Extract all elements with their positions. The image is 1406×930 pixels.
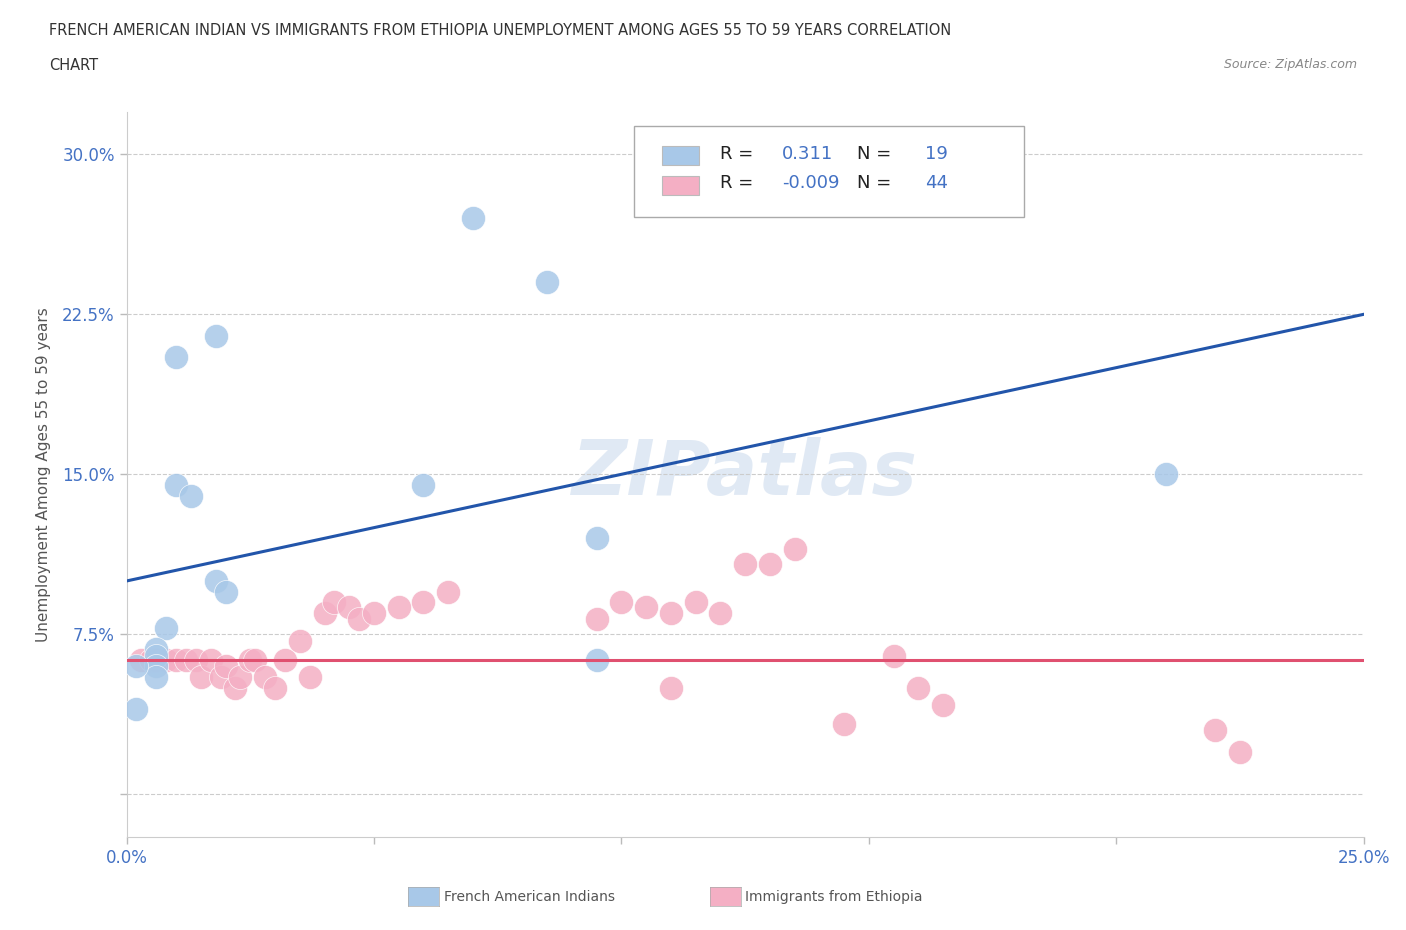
Point [1229, 744, 1251, 759]
Point [274, 653, 297, 668]
Point [209, 670, 232, 684]
Point [125, 658, 148, 673]
Point [254, 670, 277, 684]
Point [883, 648, 905, 663]
Point [184, 653, 207, 668]
Text: N =: N = [856, 145, 897, 163]
Point [907, 680, 929, 695]
Point [610, 595, 633, 610]
Point [298, 670, 321, 684]
Point [165, 350, 187, 365]
Point [536, 275, 558, 290]
Point [214, 658, 236, 673]
Point [437, 584, 460, 599]
Point [190, 670, 212, 684]
Point [636, 599, 658, 614]
Point [685, 595, 707, 610]
Point [145, 642, 167, 657]
Point [347, 612, 370, 627]
Point [239, 653, 262, 668]
Point [165, 653, 187, 668]
Point [323, 595, 346, 610]
Text: French American Indians: French American Indians [444, 889, 616, 904]
Point [264, 680, 287, 695]
Point [659, 680, 682, 695]
Point [461, 211, 484, 226]
Point [585, 612, 607, 627]
Point [412, 477, 434, 492]
Point [585, 653, 607, 668]
Point [229, 670, 252, 684]
Point [1154, 467, 1177, 482]
Point [141, 653, 163, 668]
Text: FRENCH AMERICAN INDIAN VS IMMIGRANTS FROM ETHIOPIA UNEMPLOYMENT AMONG AGES 55 TO: FRENCH AMERICAN INDIAN VS IMMIGRANTS FRO… [49, 23, 952, 38]
Point [709, 605, 731, 620]
Point [180, 488, 202, 503]
FancyBboxPatch shape [662, 146, 699, 165]
Point [585, 531, 607, 546]
FancyBboxPatch shape [662, 176, 699, 195]
Point [245, 653, 267, 668]
Point [165, 477, 187, 492]
Point [224, 680, 246, 695]
Text: -0.009: -0.009 [782, 174, 839, 192]
Point [314, 605, 336, 620]
Point [125, 701, 148, 716]
Point [832, 716, 855, 731]
Point [412, 595, 434, 610]
Point [145, 648, 167, 663]
Text: N =: N = [856, 174, 897, 192]
Point [155, 620, 177, 635]
Point [155, 653, 177, 668]
Text: 0.311: 0.311 [782, 145, 834, 163]
Point [734, 556, 756, 571]
Point [388, 599, 411, 614]
Point [131, 653, 153, 668]
Text: CHART: CHART [49, 58, 98, 73]
Y-axis label: Unemployment Among Ages 55 to 59 years: Unemployment Among Ages 55 to 59 years [37, 307, 51, 642]
Point [759, 556, 782, 571]
Point [204, 574, 226, 589]
Point [214, 584, 236, 599]
Point [200, 653, 222, 668]
Point [145, 658, 167, 673]
Point [204, 328, 226, 343]
Text: Immigrants from Ethiopia: Immigrants from Ethiopia [745, 889, 922, 904]
Point [783, 541, 806, 556]
Text: Source: ZipAtlas.com: Source: ZipAtlas.com [1223, 58, 1357, 71]
Point [1204, 723, 1226, 737]
Point [932, 698, 955, 712]
Text: R =: R = [720, 145, 759, 163]
Point [174, 653, 197, 668]
Point [288, 633, 311, 648]
Point [337, 599, 360, 614]
Point [363, 605, 385, 620]
Point [145, 653, 167, 668]
Text: 19: 19 [925, 145, 948, 163]
FancyBboxPatch shape [634, 126, 1024, 217]
Point [145, 670, 167, 684]
Text: R =: R = [720, 174, 759, 192]
Text: ZIPatlas: ZIPatlas [572, 437, 918, 512]
Text: 44: 44 [925, 174, 948, 192]
Point [659, 605, 682, 620]
